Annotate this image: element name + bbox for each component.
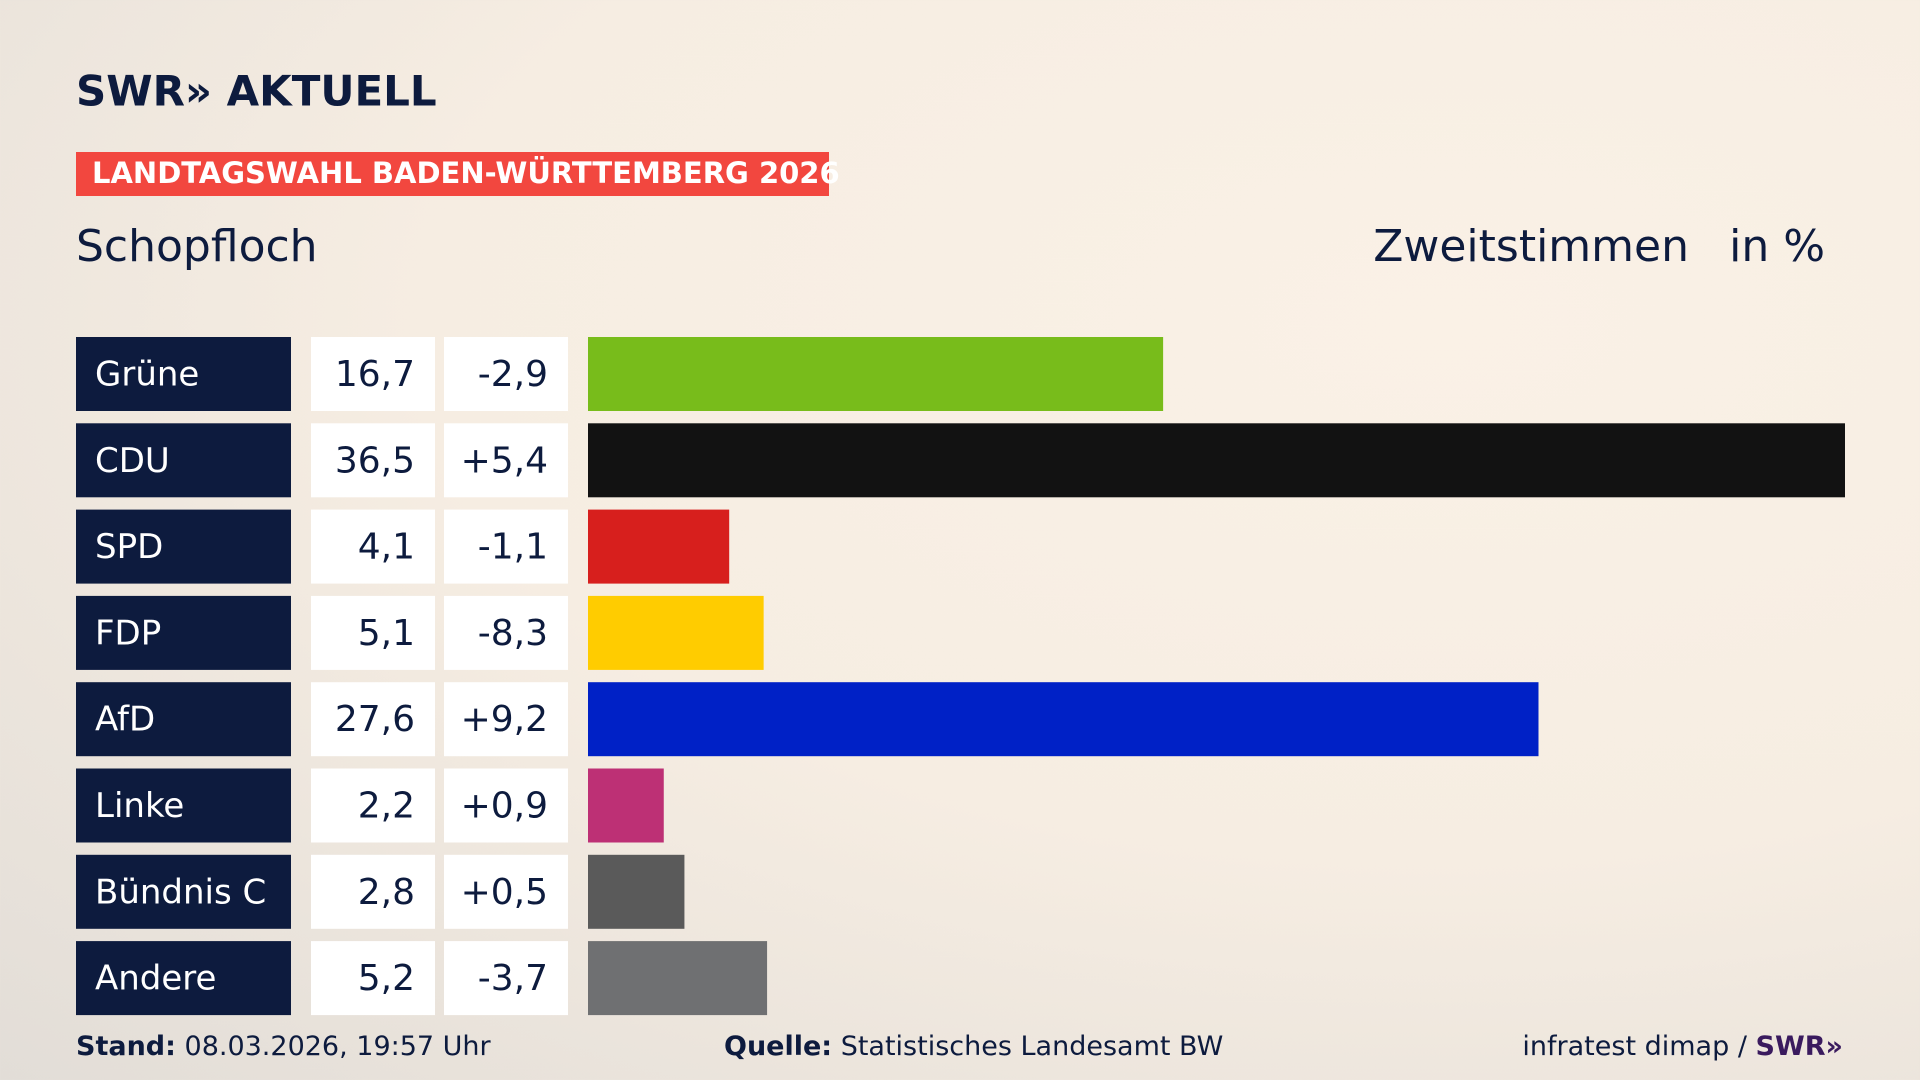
value-box	[311, 682, 435, 757]
value-label: 36,5	[335, 440, 415, 481]
bar	[588, 854, 685, 929]
stand-label: Stand:	[76, 1031, 176, 1062]
bar	[588, 423, 1845, 498]
party-label: Andere	[95, 959, 216, 999]
party-box	[76, 854, 291, 929]
bar	[588, 509, 730, 584]
banner-bg	[76, 152, 829, 196]
change-box	[444, 509, 568, 584]
party-box	[76, 941, 291, 1016]
value-label: 2,8	[358, 872, 415, 913]
value-box	[311, 509, 435, 584]
party-label: CDU	[95, 441, 170, 481]
change-box	[444, 337, 568, 411]
change-label: -2,9	[478, 354, 548, 395]
stand-value: 08.03.2026, 19:57 Uhr	[185, 1031, 492, 1062]
value-label: 27,6	[335, 699, 415, 740]
change-box	[444, 941, 568, 1016]
bar	[588, 337, 1164, 411]
party-label: SPD	[95, 527, 163, 567]
value-label: 4,1	[358, 527, 415, 568]
party-label: Bündnis C	[95, 872, 266, 912]
change-label: -3,7	[478, 958, 548, 999]
party-box	[76, 682, 291, 757]
bar	[588, 595, 764, 670]
value-label: 16,7	[335, 354, 415, 395]
party-label: Linke	[95, 786, 184, 826]
value-label: 2,2	[358, 786, 415, 827]
party-box	[76, 595, 291, 670]
party-box	[76, 509, 291, 584]
credit: infratest dimap /	[1522, 1031, 1747, 1062]
party-box	[76, 423, 291, 498]
change-label: +9,2	[461, 699, 548, 740]
logo: SWR» AKTUELL	[76, 67, 437, 116]
change-label: -1,1	[478, 527, 548, 568]
change-label: +5,4	[461, 440, 548, 481]
value-label: 5,2	[358, 958, 415, 999]
source-label: Quelle:	[724, 1031, 832, 1062]
value-box	[311, 337, 435, 411]
source-value: Statistisches Landesamt BW	[841, 1031, 1224, 1062]
value-label: 5,1	[358, 613, 415, 654]
value-box	[311, 595, 435, 670]
bar	[588, 941, 768, 1016]
value-box	[311, 941, 435, 1016]
party-box	[76, 768, 291, 843]
party-label: Grüne	[95, 355, 199, 395]
footer-source: Quelle: Statistisches Landesamt BW	[724, 1031, 1223, 1062]
footer-credit: infratest dimap / SWR»	[1522, 1031, 1843, 1062]
party-label: FDP	[95, 613, 161, 653]
change-box	[444, 682, 568, 757]
chart-subtitle: Zweitstimmen	[1373, 221, 1689, 272]
change-box	[444, 768, 568, 843]
change-label: +0,5	[461, 872, 548, 913]
value-box	[311, 768, 435, 843]
change-box	[444, 595, 568, 670]
change-box	[444, 423, 568, 498]
change-label: +0,9	[461, 786, 548, 827]
bar	[588, 768, 664, 843]
value-box	[311, 423, 435, 498]
bar	[588, 682, 1539, 757]
banner: LANDTAGSWAHL BADEN-WÜRTTEMBERG 2026	[92, 156, 840, 190]
footer-stand: Stand: 08.03.2026, 19:57 Uhr	[76, 1031, 492, 1062]
credit-logo: SWR»	[1756, 1031, 1843, 1062]
change-label: -8,3	[478, 613, 548, 654]
party-label: AfD	[95, 700, 155, 740]
change-box	[444, 854, 568, 929]
unit: in %	[1729, 221, 1825, 272]
chart-title: Schopfloch	[76, 221, 318, 272]
party-box	[76, 337, 291, 411]
value-box	[311, 854, 435, 929]
